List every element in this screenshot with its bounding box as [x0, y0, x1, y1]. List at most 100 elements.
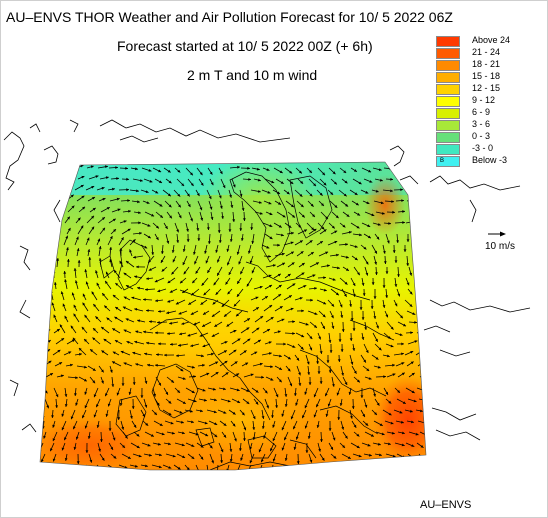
wind-arrow-head — [159, 180, 162, 183]
wind-arrow-head — [226, 248, 230, 252]
legend-label: 0 - 3 — [472, 131, 491, 141]
wind-arrow-head — [412, 312, 416, 315]
wind-arrow-head — [102, 227, 105, 231]
wind-arrow-head — [212, 301, 216, 305]
wind-arrow-head — [213, 410, 217, 414]
wind-arrow-head — [172, 454, 176, 458]
wind-arrow-head — [271, 180, 275, 184]
wind-arrow-head — [392, 210, 395, 214]
wind-arrow-head — [255, 296, 259, 300]
wind-arrow-head — [259, 285, 263, 289]
wind-arrow-head — [199, 172, 203, 176]
wind-arrow-head — [161, 251, 164, 254]
wind-arrow-head — [257, 178, 261, 182]
wind-arrow-head — [249, 460, 253, 464]
coastlines — [99, 171, 395, 470]
wind-arrow-head — [301, 309, 304, 313]
wind-arrow-head — [411, 444, 415, 447]
wind-arrow-head — [155, 331, 158, 335]
wind-arrow-head — [114, 340, 118, 343]
wind-arrow-head — [219, 205, 223, 209]
wind-arrow-head — [281, 413, 285, 417]
wind-arrow-head — [70, 194, 74, 198]
wind-arrow-head — [43, 281, 46, 284]
wind-arrow-head — [289, 170, 293, 174]
wind-arrow-head — [387, 240, 390, 244]
wind-arrow-head — [237, 400, 241, 403]
wind-arrow-head — [331, 326, 335, 329]
wind-arrow-head — [287, 356, 291, 360]
wind-arrow-head — [91, 215, 94, 219]
wind-arrow-head — [419, 350, 423, 354]
wind-arrow-head — [52, 424, 56, 428]
wind-arrow-head — [362, 293, 366, 296]
wind-arrow-head — [391, 200, 394, 203]
wind-arrow-head — [418, 280, 422, 284]
wind-arrow-head — [55, 394, 59, 398]
wind-arrow — [415, 299, 425, 304]
wind-arrow — [43, 280, 46, 290]
wind-arrow-head — [403, 323, 406, 327]
wind-arrow-head — [219, 171, 223, 175]
wind-arrow-head — [406, 239, 410, 242]
wind-arrow-head — [295, 402, 298, 406]
wind-arrow-head — [374, 412, 377, 415]
wind-arrow-head — [344, 281, 348, 285]
wind-arrow-head — [240, 271, 243, 275]
wind-arrow-head — [52, 458, 56, 462]
wind-arrow-head — [84, 269, 88, 272]
wind-arrow-head — [195, 432, 199, 436]
wind-arrow-head — [313, 325, 317, 328]
wind-arrow-head — [417, 238, 421, 241]
wind-arrow-head — [376, 236, 380, 240]
wind-arrow-head — [187, 193, 190, 197]
wind-arrow-head — [93, 304, 97, 307]
wind-arrow-head — [156, 225, 159, 229]
wind-arrow-head — [76, 248, 80, 251]
wind-arrow-head — [284, 458, 288, 461]
wind-arrow-head — [243, 438, 246, 441]
wind-arrow — [195, 464, 201, 470]
wind-arrow-head — [411, 198, 414, 202]
wind-arrow-head — [377, 223, 381, 226]
wind-arrow-head — [256, 167, 260, 171]
wind-arrow-head — [167, 299, 171, 303]
wind-arrow-head — [215, 292, 219, 295]
legend-label: 6 - 9 — [472, 107, 491, 117]
wind-arrow-head — [365, 272, 369, 276]
wind-arrow-head — [343, 170, 347, 173]
wind-arrow-head — [181, 183, 185, 186]
wind-arrow-head — [56, 329, 60, 332]
wind-arrow-head — [153, 393, 156, 397]
wind-arrow-head — [117, 208, 121, 212]
wind-arrow-head — [337, 266, 340, 270]
wind-arrow-head — [278, 224, 282, 228]
wind-arrow-head — [64, 437, 67, 441]
wind-arrow-head — [107, 403, 111, 407]
wind-arrow-head — [160, 215, 163, 218]
wind-arrow-head — [365, 350, 369, 353]
wind-arrow-head — [65, 235, 68, 239]
wind-arrow-head — [112, 437, 116, 441]
wind-arrow-head — [291, 204, 294, 208]
wind-arrow-head — [310, 203, 314, 207]
wind-arrow-head — [403, 249, 407, 252]
wind-arrow-head — [316, 425, 320, 428]
wind-arrow-head — [92, 337, 96, 341]
wind-arrow-head — [299, 193, 303, 197]
wind-arrow-head — [313, 394, 317, 398]
legend-swatch — [436, 96, 460, 107]
wind-arrow-head — [247, 166, 250, 170]
wind-arrow-head — [406, 282, 410, 286]
wind-arrow-head — [371, 213, 375, 217]
wind-arrow-head — [261, 416, 265, 419]
wind-arrow-head — [420, 409, 423, 413]
wind-arrow-head — [158, 465, 162, 469]
wind-arrow-head — [261, 459, 264, 463]
wind-arrow-head — [425, 433, 426, 437]
wind-arrow-head — [146, 309, 149, 312]
wind-arrow-head — [327, 264, 330, 268]
wind-arrow-head — [168, 400, 172, 404]
wind-arrow-head — [167, 332, 170, 335]
wind-arrow-head — [281, 233, 284, 237]
